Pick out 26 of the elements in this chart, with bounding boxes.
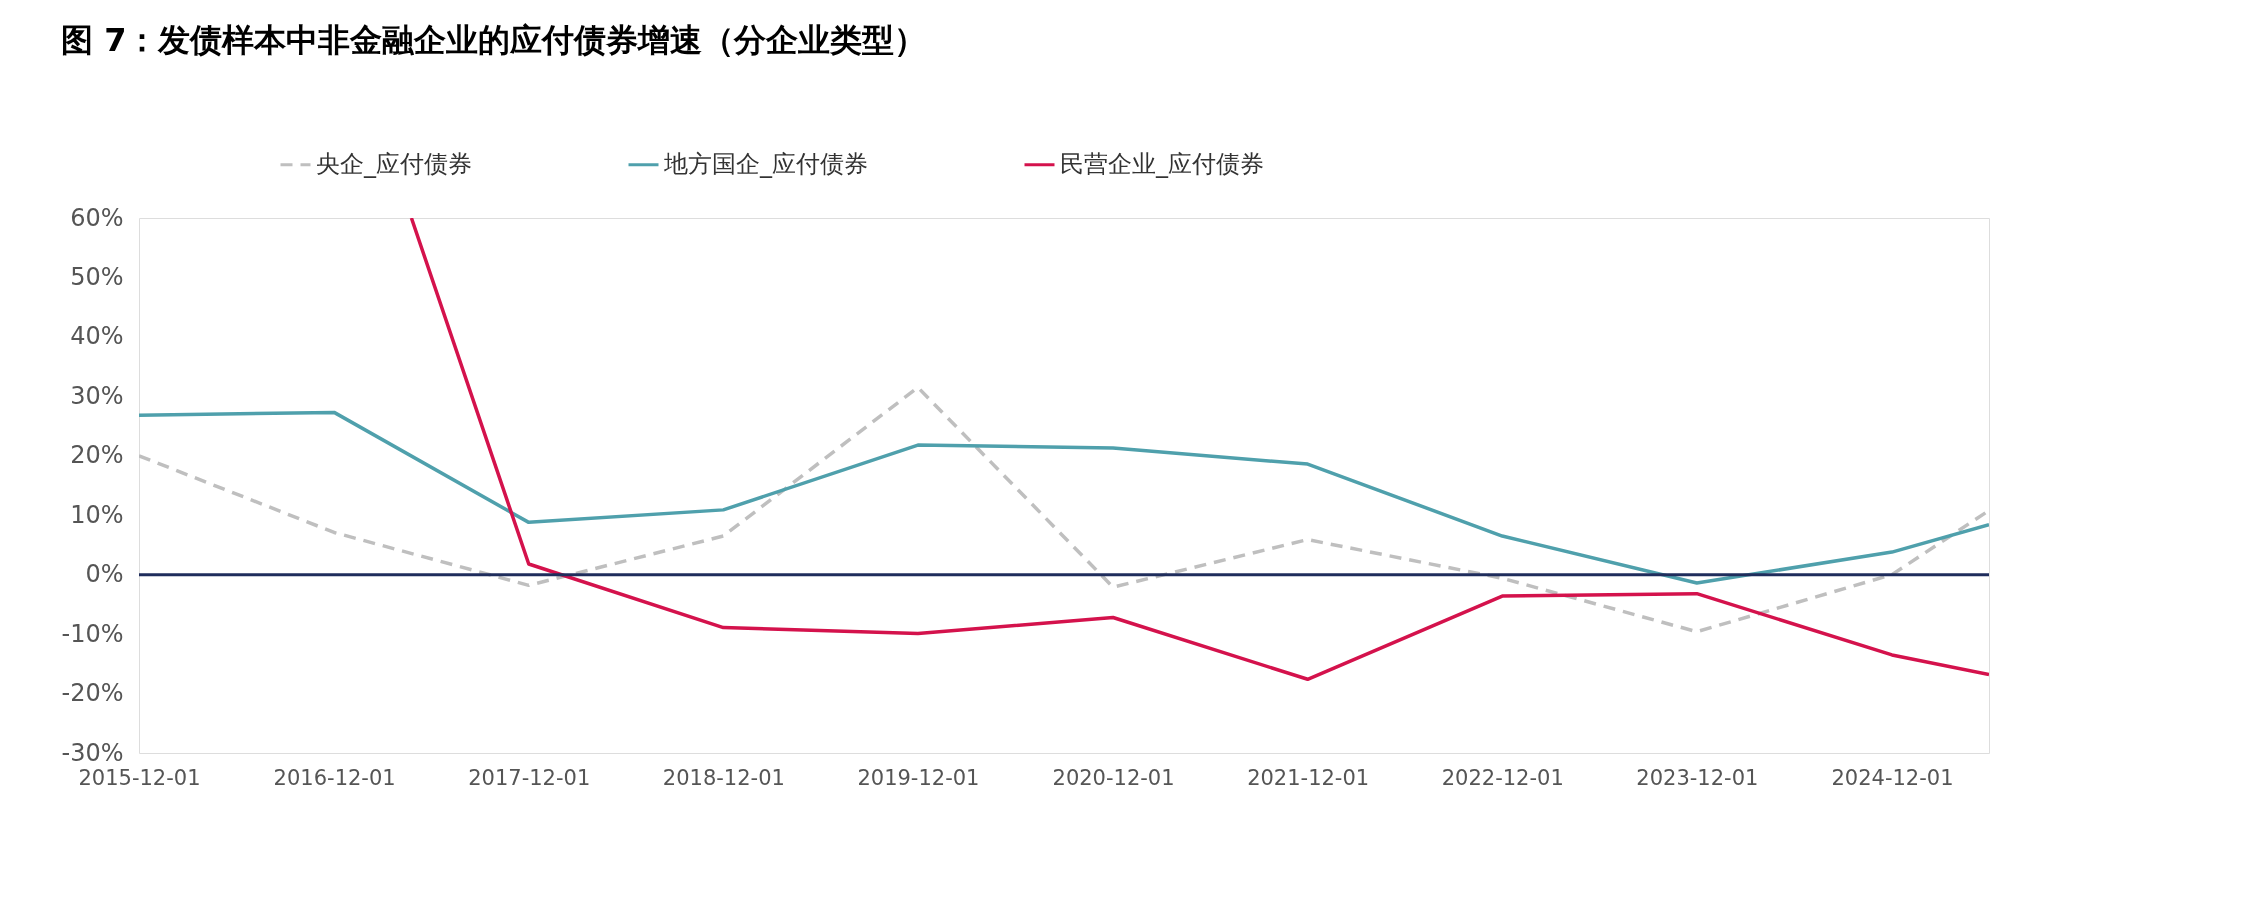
y-tick-label: 0% [85, 560, 124, 589]
line-series [139, 410, 1989, 585]
chart-title: 图 7：发债样本中非金融企业的应付债券增速（分企业类型） [61, 21, 927, 59]
x-tick-label: 2020-12-01 [1052, 765, 1175, 790]
y-tick-label: 30% [70, 381, 124, 410]
line-series [409, 218, 1989, 682]
x-tick-label: 2023-12-01 [1636, 765, 1759, 790]
y-tick-label: 60% [70, 203, 124, 232]
x-tick-label: 2017-12-01 [468, 765, 591, 790]
x-tick-label: 2019-12-01 [857, 765, 980, 790]
x-tick-label: 2021-12-01 [1247, 765, 1370, 790]
y-tick-label: 10% [70, 500, 124, 529]
y-tick-label: 40% [70, 322, 124, 351]
y-tick-label: -20% [61, 679, 124, 708]
x-tick-label: 2016-12-01 [273, 765, 396, 790]
legend-label: 央企_应付债券 [316, 149, 472, 178]
legend-label: 民营企业_应付债券 [1060, 149, 1264, 178]
legend-label: 地方国企_应付债券 [663, 149, 868, 178]
x-tick-label: 2015-12-01 [78, 765, 201, 790]
y-tick-label: -10% [61, 619, 124, 648]
x-tick-label: 2018-12-01 [662, 765, 785, 790]
y-tick-label: -30% [61, 738, 124, 767]
y-tick-label: 50% [70, 262, 124, 291]
x-tick-label: 2024-12-01 [1831, 765, 1954, 790]
x-tick-label: 2022-12-01 [1441, 765, 1564, 790]
y-tick-label: 20% [70, 441, 124, 470]
